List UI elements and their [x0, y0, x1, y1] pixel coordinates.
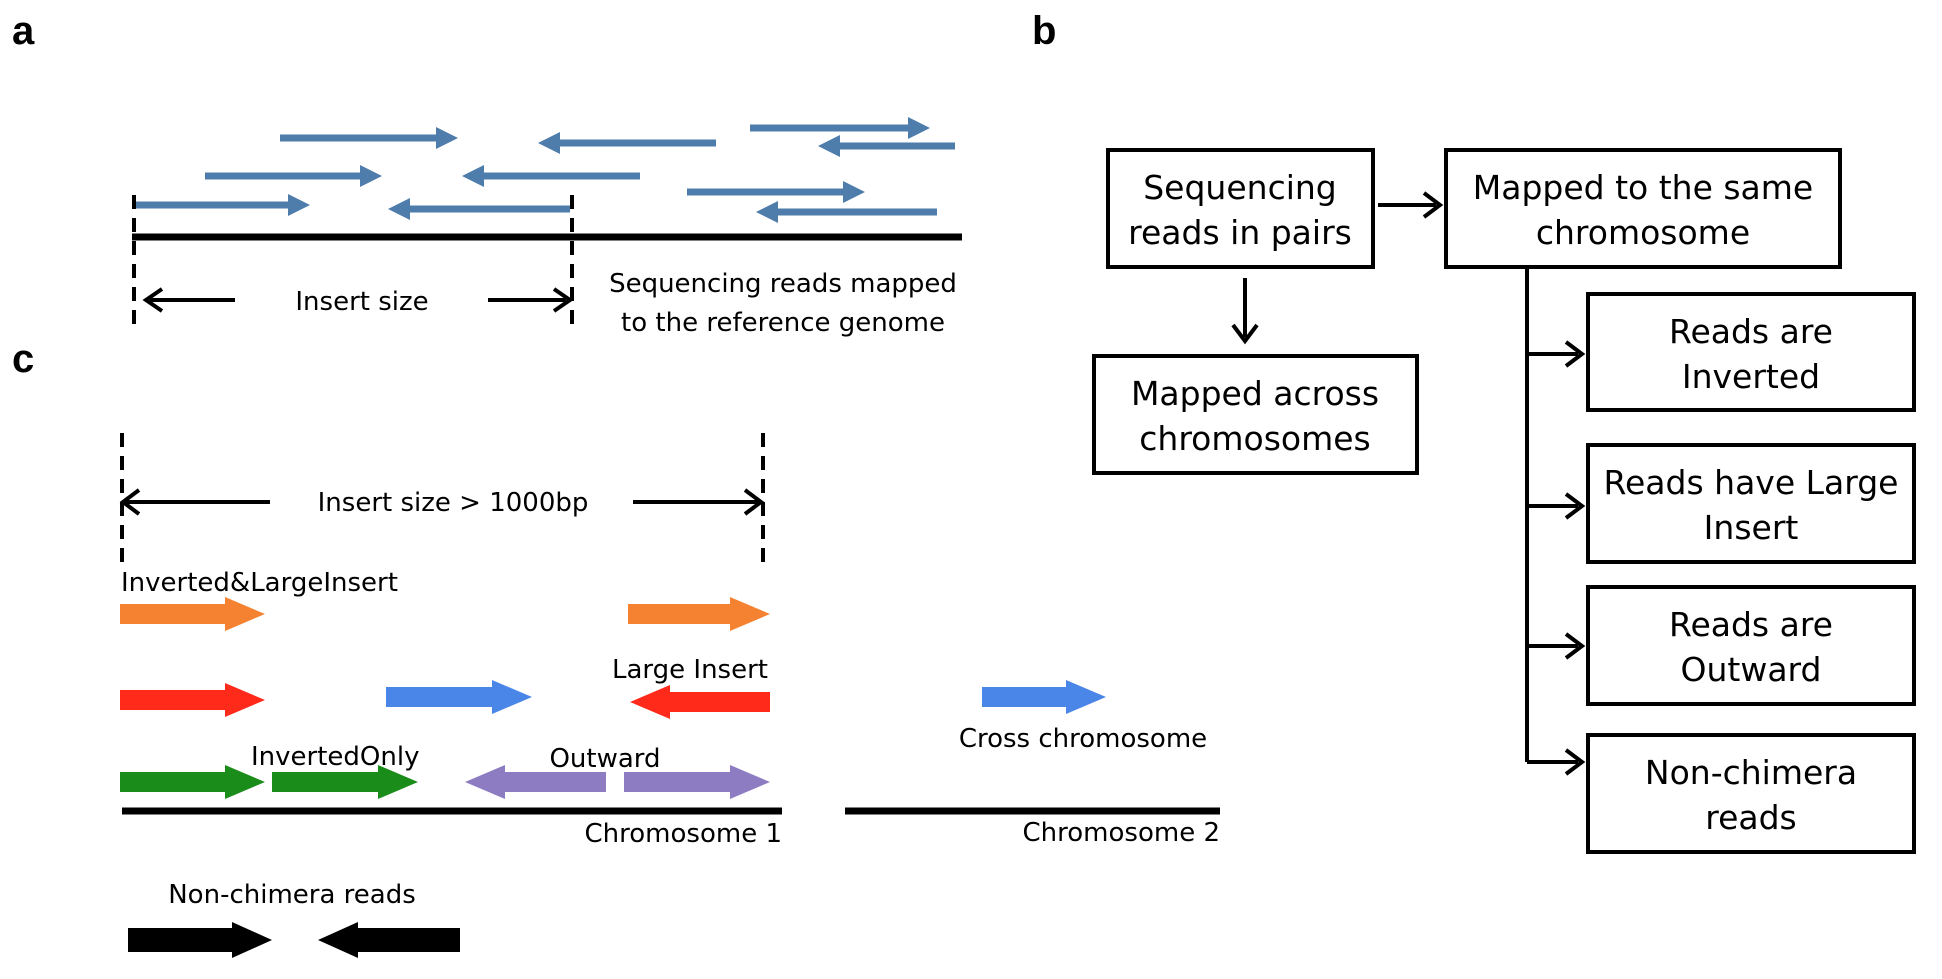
outward-read-1 [465, 765, 606, 799]
arrow-pairs-to-same [1378, 191, 1444, 219]
mapped-read-arrow [538, 132, 716, 154]
mapped-read-arrow [756, 201, 937, 223]
mapped-read-arrow [818, 135, 955, 157]
box-same-line-2: chromosome [1536, 213, 1750, 252]
panel-c-letter: c [12, 337, 34, 381]
outward-label: Outward [549, 744, 660, 774]
cross-chromosome-label: Cross chromosome [959, 724, 1207, 754]
large-insert-read-2 [630, 685, 770, 719]
inverted-large-insert-read-1 [120, 597, 265, 631]
cross-chromosome-read-1 [386, 680, 532, 714]
box-pairs-line-2: reads in pairs [1128, 213, 1352, 252]
box-non-chimera-reads: Non-chimera reads [1586, 733, 1916, 854]
box-nonchimera-line-1: Non-chimera [1645, 753, 1857, 792]
box-outward-line-2: Outward [1681, 650, 1822, 689]
box-mapped-same-chromosome: Mapped to the same chromosome [1444, 148, 1842, 269]
caption-line-1: Sequencing reads mapped [609, 269, 957, 299]
mapped-read-arrow [462, 165, 640, 187]
insert-size-label-c: Insert size > 1000bp [318, 488, 589, 518]
box-mapped-across-chromosomes: Mapped across chromosomes [1092, 354, 1419, 475]
arrow-to-inverted [1527, 340, 1586, 368]
box-across-line-2: chromosomes [1139, 419, 1370, 458]
mapped-read-arrow [750, 117, 930, 139]
caption-line-2: to the reference genome [621, 308, 945, 338]
box-across-line-1: Mapped across [1131, 374, 1379, 413]
cross-chromosome-read-2 [982, 680, 1106, 714]
box-inverted-line-2: Inverted [1682, 357, 1820, 396]
arrow-to-outward [1527, 632, 1586, 660]
large-insert-read-1 [120, 683, 265, 717]
panel-a-letter: a [12, 9, 35, 53]
mapped-read-arrow [687, 181, 865, 203]
non-chimera-read-2 [318, 922, 460, 958]
insert-size-arrow-left [142, 287, 235, 313]
inverted-only-label: InvertedOnly [251, 742, 419, 772]
insert-size-arrow-right [488, 287, 574, 313]
large-insert-label: Large Insert [612, 655, 768, 685]
non-chimera-read-1 [128, 922, 272, 958]
mapped-read-arrow [205, 165, 382, 187]
mapped-read-arrow [280, 127, 458, 149]
panel-c: c Insert size > 1000bp Inverted&LargeIns… [12, 337, 1220, 958]
arrow-to-non-chimera [1527, 748, 1586, 776]
insert-size-arrow-left-c [119, 488, 270, 516]
chromosome-1-label: Chromosome 1 [585, 819, 782, 849]
panel-a: a Insert size Sequencing reads mapped to… [12, 9, 962, 338]
non-chimera-reads-label: Non-chimera reads [168, 880, 416, 910]
box-pairs-line-1: Sequencing [1143, 168, 1337, 207]
box-reads-inverted: Reads are Inverted [1586, 292, 1916, 412]
box-large-line-2: Insert [1704, 508, 1799, 547]
panel-b-letter: b [1032, 9, 1056, 53]
inverted-only-read-1 [120, 765, 265, 799]
box-reads-large-insert: Reads have Large Insert [1586, 443, 1916, 564]
outward-read-2 [624, 765, 770, 799]
chromosome-2-label: Chromosome 2 [1023, 818, 1220, 848]
insert-size-label: Insert size [295, 287, 428, 317]
box-nonchimera-line-2: reads [1705, 798, 1797, 837]
panel-a-reads [134, 117, 955, 223]
mapped-read-arrow [388, 198, 570, 220]
box-same-line-1: Mapped to the same [1473, 168, 1813, 207]
box-reads-outward: Reads are Outward [1586, 585, 1916, 706]
inverted-large-insert-label: Inverted&LargeInsert [121, 568, 398, 598]
box-large-line-1: Reads have Large [1604, 463, 1899, 502]
arrow-to-large-insert [1527, 492, 1586, 520]
box-inverted-line-1: Reads are [1669, 312, 1833, 351]
arrow-pairs-to-across [1231, 278, 1259, 345]
box-sequencing-reads-in-pairs: Sequencing reads in pairs [1106, 148, 1375, 269]
inverted-only-read-2 [272, 765, 418, 799]
inverted-large-insert-read-2 [628, 597, 770, 631]
panel-c-reads [120, 597, 1106, 958]
box-outward-line-1: Reads are [1669, 605, 1833, 644]
panel-b: b Sequencing reads in pairs Mapped to th… [1032, 9, 1916, 854]
mapped-read-arrow [134, 194, 310, 216]
insert-size-arrow-right-c [633, 488, 765, 516]
